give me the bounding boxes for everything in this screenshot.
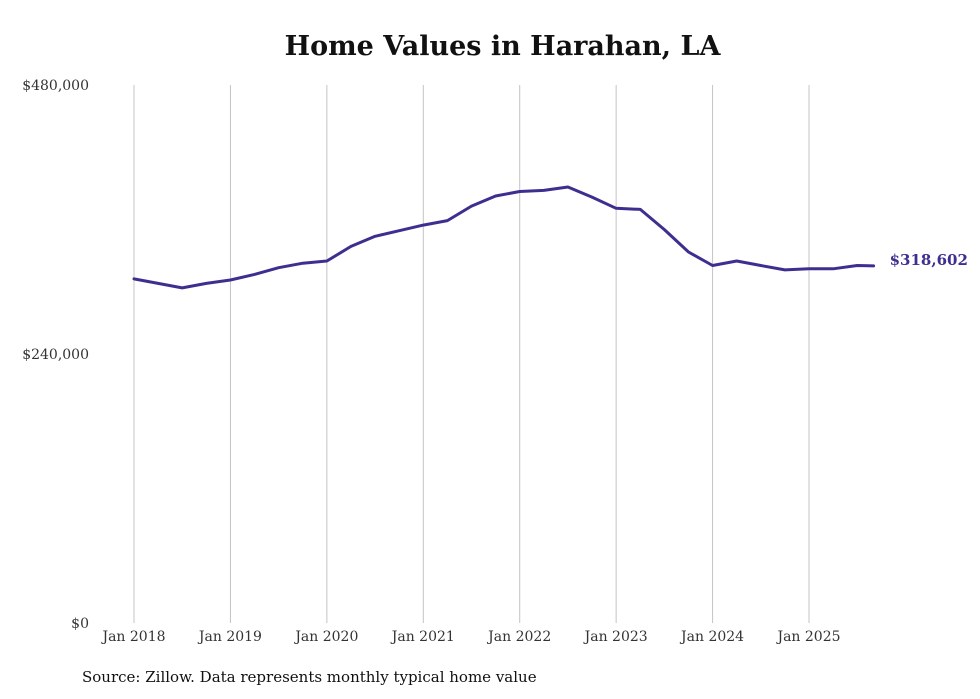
x-tick-label: Jan 2024 [679, 629, 744, 645]
chart-title: Home Values in Harahan, LA [284, 31, 721, 62]
x-tick-label: Jan 2025 [775, 629, 840, 645]
y-tick-label: $480,000 [22, 78, 89, 94]
series-line [132, 185, 876, 290]
x-tick-label: Jan 2021 [390, 629, 455, 645]
x-tick-label: Jan 2018 [100, 629, 165, 645]
y-tick-label: $0 [71, 616, 89, 632]
x-tick-label: Jan 2023 [583, 629, 648, 645]
end-value-label: $318,602 [890, 251, 968, 269]
x-tick-label: Jan 2019 [197, 629, 262, 645]
x-tick-label: Jan 2022 [486, 629, 551, 645]
y-tick-label: $240,000 [22, 347, 89, 363]
source-note: Source: Zillow. Data represents monthly … [82, 668, 537, 686]
x-tick-label: Jan 2020 [293, 629, 358, 645]
